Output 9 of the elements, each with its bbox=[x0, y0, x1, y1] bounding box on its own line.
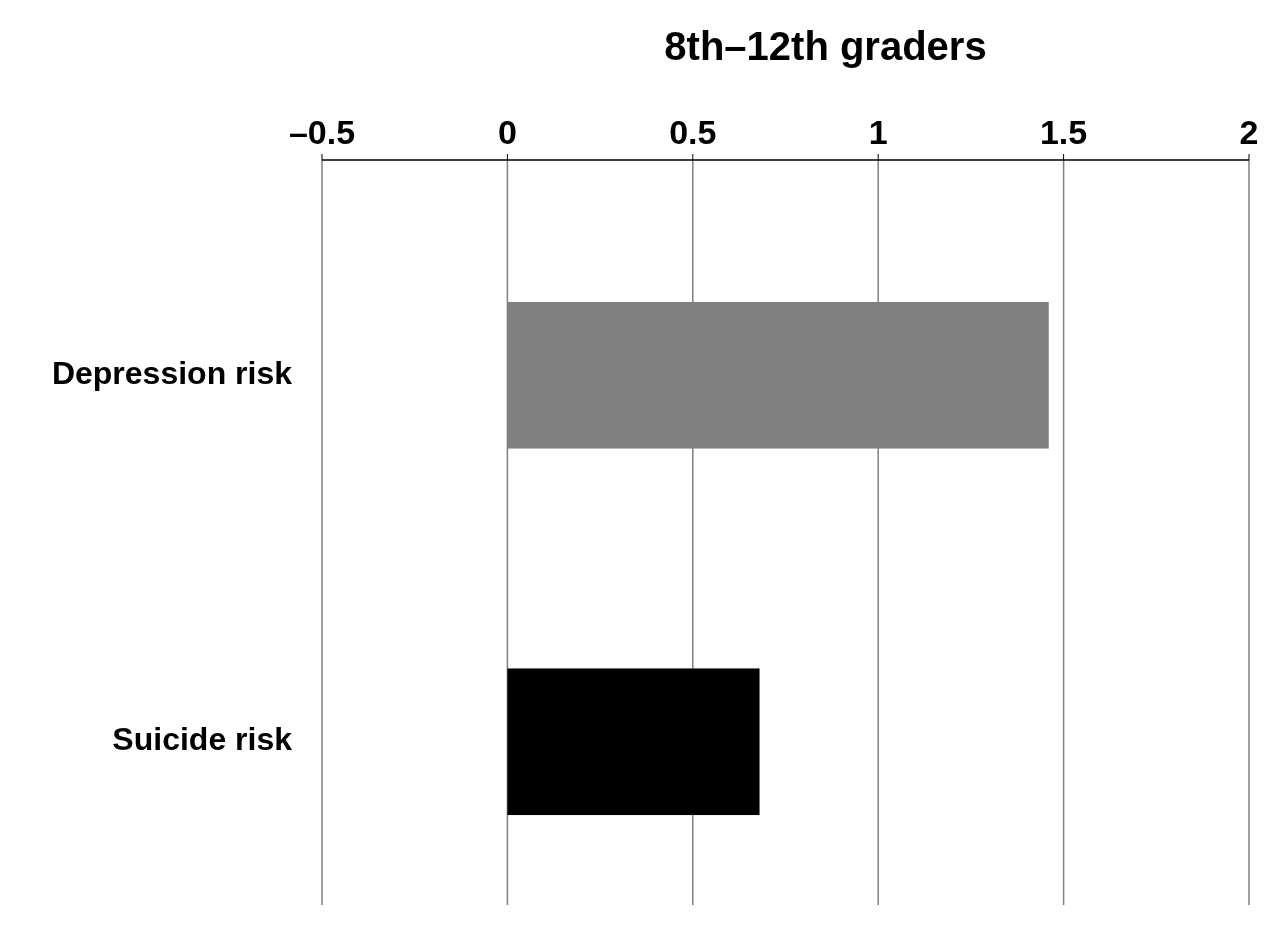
x-tick-label: 2 bbox=[1239, 113, 1259, 151]
x-tick-label: 0.5 bbox=[669, 113, 717, 151]
x-tick-label: –0.5 bbox=[288, 113, 356, 151]
x-tick-label: 1.5 bbox=[1039, 113, 1088, 151]
x-tick-label: 0 bbox=[497, 113, 517, 151]
chart-title: 8th–12th graders bbox=[664, 24, 987, 68]
y-tick-label: Depression risk bbox=[51, 354, 293, 391]
x-tick-label: 1 bbox=[868, 113, 888, 151]
y-tick-label: Suicide risk bbox=[112, 721, 293, 758]
